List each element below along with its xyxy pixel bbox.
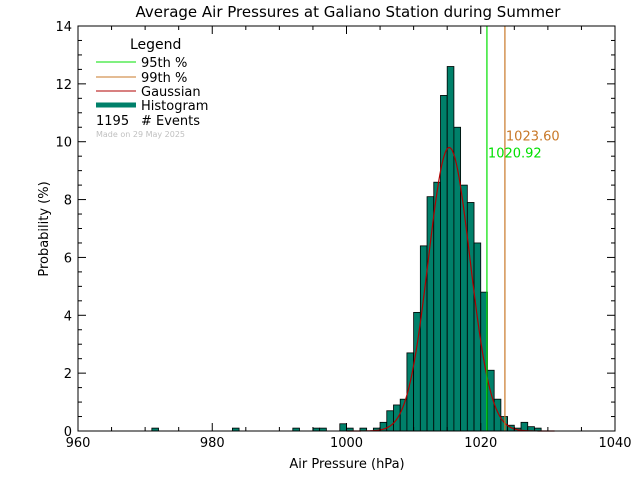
gaussian-layer xyxy=(346,146,555,432)
x-tick-label: 980 xyxy=(200,436,225,451)
histogram-bar xyxy=(493,398,502,432)
legend-label-99th: 99th % xyxy=(141,71,187,86)
y-tick-label: 2 xyxy=(64,367,72,382)
legend-title: Legend xyxy=(130,37,181,53)
x-tick-label: 1040 xyxy=(598,436,631,451)
histogram-bar xyxy=(466,202,475,432)
histogram-bar xyxy=(453,126,462,432)
x-tick-label: 1020 xyxy=(464,436,497,451)
x-tick-label: 1000 xyxy=(330,436,363,451)
p95-label: 1020.92 xyxy=(488,147,542,162)
gaussian-curve xyxy=(346,146,555,432)
histogram-bar xyxy=(440,95,448,432)
x-axis-label: Air Pressure (hPa) xyxy=(289,457,404,472)
y-tick-label: 14 xyxy=(55,20,72,35)
p99-label: 1023.60 xyxy=(506,129,560,144)
histogram-bar xyxy=(460,184,468,432)
events-label: # Events xyxy=(141,114,200,129)
histogram-bars xyxy=(151,66,542,432)
legend-label-95th: 95th % xyxy=(141,56,187,71)
legend-label-gaussian: Gaussian xyxy=(141,85,201,100)
chart-title: Average Air Pressures at Galiano Station… xyxy=(136,3,562,21)
histogram-bar xyxy=(433,181,441,432)
y-tick-label: 0 xyxy=(64,425,72,440)
y-tick-label: 6 xyxy=(64,251,72,266)
legend-label-histogram: Histogram xyxy=(141,99,208,114)
legend: Legend 95th % 99th % Gaussian Histogram … xyxy=(96,37,208,139)
x-tick-label: 960 xyxy=(66,436,91,451)
y-axis-label: Probability (%) xyxy=(37,181,52,276)
histogram-bar xyxy=(520,421,529,432)
y-tick-label: 8 xyxy=(64,194,72,209)
y-tick-label: 4 xyxy=(64,309,72,324)
y-tick-label: 10 xyxy=(55,136,72,151)
percentile-layer: 1023.60 1020.92 xyxy=(486,26,560,431)
histogram-bar xyxy=(426,196,435,432)
credit-text: Made on 29 May 2025 xyxy=(96,130,185,139)
histogram-bar xyxy=(339,423,347,432)
axes: 960 980 1000 1020 1040 0 2 4 6 8 10 12 14 xyxy=(55,20,631,451)
y-tick-label: 12 xyxy=(55,78,72,93)
events-count: 1195 xyxy=(96,114,129,129)
histogram-bar xyxy=(446,66,455,432)
